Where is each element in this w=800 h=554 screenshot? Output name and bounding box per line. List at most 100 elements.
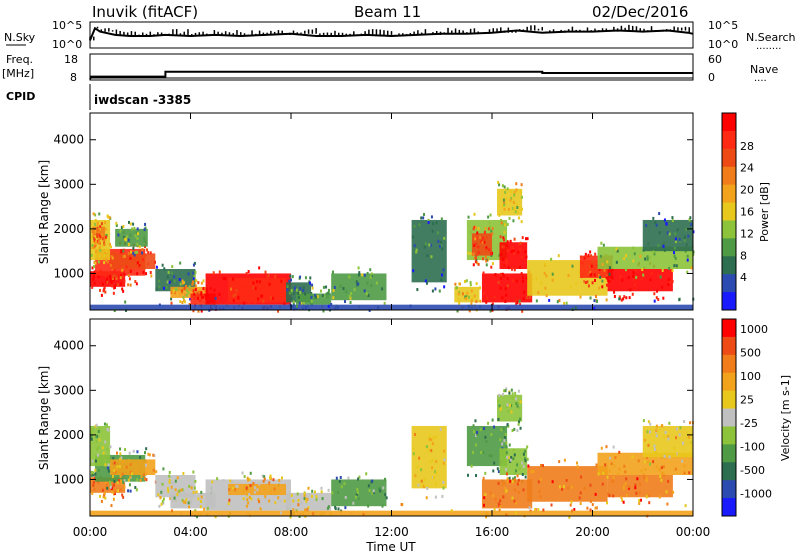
data-speckle [109, 274, 112, 278]
data-speckle [173, 496, 176, 500]
data-speckle [222, 307, 225, 311]
data-speckle [664, 431, 667, 435]
data-speckle [123, 279, 126, 283]
data-speckle [472, 263, 475, 267]
data-speckle [675, 436, 678, 440]
data-speckle [384, 477, 387, 481]
data-speckle [658, 231, 661, 235]
colorbar-segment [722, 354, 736, 374]
data-speckle [92, 265, 95, 269]
colorbar-tick-label: -1000 [740, 488, 772, 501]
data-speckle [100, 499, 103, 503]
data-speckle [127, 238, 130, 242]
data-speckle [367, 293, 370, 297]
data-speckle [260, 277, 263, 281]
data-speckle [632, 270, 635, 274]
data-speckle [466, 296, 469, 300]
data-speckle [429, 243, 432, 247]
data-speckle [162, 501, 165, 505]
data-speckle [430, 255, 433, 259]
data-speckle [483, 496, 486, 500]
data-speckle [280, 288, 283, 292]
data-speckle [304, 292, 307, 296]
data-speckle [113, 268, 116, 272]
data-speckle [639, 254, 642, 258]
data-speckle [204, 293, 207, 297]
data-speckle [518, 265, 521, 269]
data-speckle [579, 491, 582, 495]
data-speckle [514, 299, 517, 303]
data-speckle [646, 255, 649, 259]
data-speckle [643, 460, 646, 464]
data-speckle [661, 285, 664, 289]
data-speckle [511, 496, 514, 500]
data-speckle [456, 309, 459, 313]
data-speckle [101, 488, 104, 492]
data-speckle [119, 229, 122, 233]
data-speckle [168, 470, 171, 474]
data-speckle [485, 439, 488, 443]
data-speckle [622, 500, 625, 504]
data-speckle [101, 282, 104, 286]
data-speckle [612, 475, 615, 479]
data-speckle [197, 309, 200, 313]
data-speckle [363, 289, 366, 293]
data-speckle [524, 459, 527, 463]
data-speckle [92, 274, 95, 278]
data-speckle [466, 291, 469, 295]
data-speckle [613, 464, 616, 468]
data-speckle [431, 229, 434, 233]
data-speckle [160, 490, 163, 494]
data-speckle [485, 263, 488, 267]
data-speckle [473, 225, 476, 229]
data-speckle [247, 270, 250, 274]
data-speckle [182, 489, 185, 493]
data-speckle [484, 471, 487, 475]
data-speckle [475, 244, 478, 248]
data-speckle [482, 236, 485, 240]
data-speckle [301, 294, 304, 298]
data-speckle [103, 236, 106, 240]
data-speckle [369, 275, 372, 279]
data-speckle [143, 236, 146, 240]
data-speckle [322, 309, 325, 313]
data-speckle [464, 297, 467, 301]
data-speckle [589, 296, 592, 300]
data-speckle [521, 309, 524, 313]
freq-unit-label: [MHz] [2, 67, 34, 80]
data-speckle [111, 490, 114, 494]
data-speckle [125, 265, 128, 269]
data-speckle [200, 495, 203, 499]
data-speckle [506, 222, 509, 226]
data-speckle [645, 223, 648, 227]
data-speckle [489, 252, 492, 256]
data-speckle [590, 272, 593, 276]
data-speckle [325, 285, 328, 289]
data-speckle [512, 477, 515, 481]
data-speckle [544, 286, 547, 290]
data-speckle [526, 237, 529, 241]
data-speckle [185, 293, 188, 297]
data-speckle [514, 501, 517, 505]
data-speckle [101, 244, 104, 248]
data-speckle [235, 288, 238, 292]
data-speckle [441, 247, 444, 251]
data-speckle [501, 296, 504, 300]
data-speckle [621, 278, 624, 282]
data-speckle [674, 232, 677, 236]
data-speckle [473, 430, 476, 434]
data-speckle [362, 512, 365, 516]
data-speckle [587, 284, 590, 288]
data-speckle [94, 472, 97, 476]
data-speckle [162, 497, 165, 501]
data-speckle [476, 430, 479, 434]
data-speckle [476, 433, 479, 437]
data-speckle [545, 274, 548, 278]
data-speckle [129, 233, 132, 237]
data-speckle [292, 508, 295, 512]
data-speckle [90, 437, 93, 441]
data-speckle [109, 279, 112, 283]
data-speckle [110, 255, 113, 259]
data-speckle [603, 268, 606, 272]
data-speckle [522, 488, 525, 492]
